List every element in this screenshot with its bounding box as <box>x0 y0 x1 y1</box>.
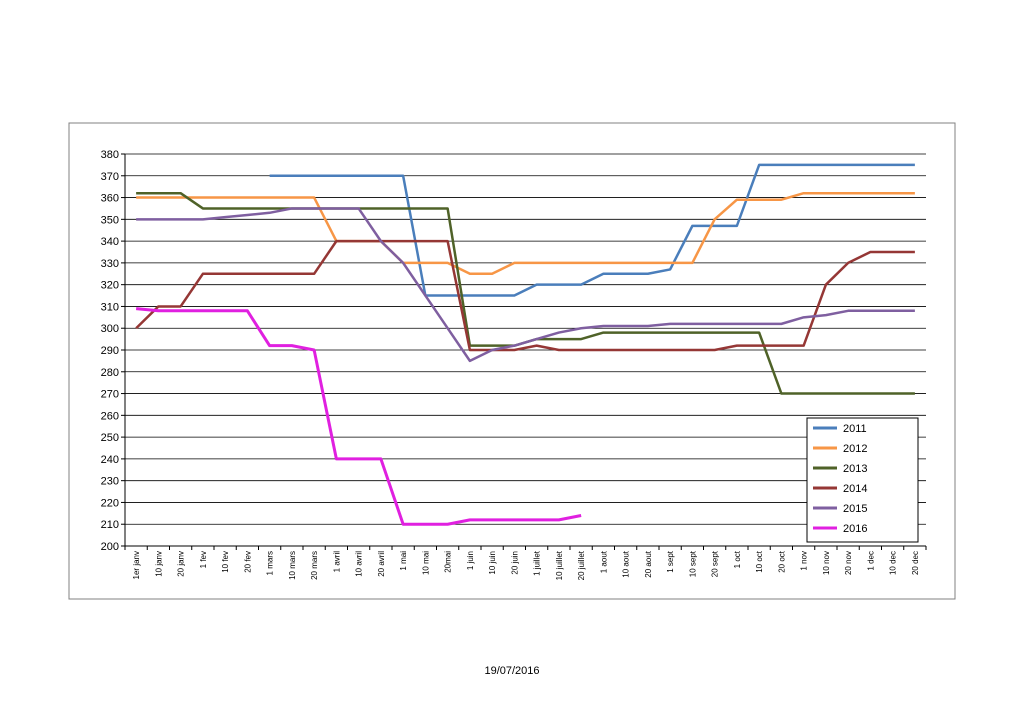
x-tick-label: 20 nov <box>844 551 853 575</box>
legend: 2011 2012 2013 2014 2015 2016 <box>806 417 919 543</box>
x-tick-label: 1 dec <box>866 551 875 571</box>
x-tick-label: 10 sept <box>688 550 697 577</box>
x-tick-label: 20 mars <box>310 551 319 580</box>
x-tick-label: 20 juillet <box>577 550 586 580</box>
series-line-2014 <box>135 239 915 352</box>
x-tick-label: 20 aout <box>644 550 653 577</box>
x-tick-label: 20mai <box>444 551 453 573</box>
y-tick-label: 280 <box>101 367 119 379</box>
legend-label: 2016 <box>843 523 867 535</box>
y-tick-label: 350 <box>101 214 119 226</box>
x-tick-label: 20 juin <box>510 551 519 575</box>
series-line-2016 <box>135 307 582 526</box>
x-tick-label: 20 avril <box>377 551 386 577</box>
x-tick-label: 10 fev <box>221 551 230 573</box>
axes <box>121 153 927 550</box>
y-tick-label: 290 <box>101 345 119 357</box>
x-tick-label: 20 oct <box>777 550 786 573</box>
series-line-2011 <box>269 163 915 297</box>
y-tick-label: 210 <box>101 519 119 531</box>
x-tick-label: 1 avril <box>332 551 341 573</box>
x-tick-label: 10 aout <box>622 550 631 577</box>
x-tick-label: 1 sept <box>666 550 675 573</box>
y-tick-label: 260 <box>101 410 119 422</box>
x-tick-label: 1 oct <box>733 550 742 568</box>
x-tick-label: 10 oct <box>755 550 764 573</box>
x-tick-label: 10 nov <box>822 551 831 575</box>
x-tick-label: 1 fev <box>199 551 208 568</box>
y-tick-label: 330 <box>101 258 119 270</box>
x-tick-label: 1er janv <box>132 551 141 579</box>
series-lines <box>135 163 915 526</box>
x-tick-label: 10 dec <box>889 551 898 575</box>
series-line-2012 <box>136 191 915 276</box>
y-tick-label: 320 <box>101 280 119 292</box>
y-tick-label: 250 <box>101 432 119 444</box>
x-tick-label: 10 janv <box>154 551 163 577</box>
x-tick-label: 20 fev <box>243 551 252 573</box>
y-tick-label: 240 <box>101 454 119 466</box>
y-tick-label: 370 <box>101 171 119 183</box>
y-tick-labels: 200 210 220 230 240 250 260 270 280 290 300 310 320 3… <box>101 149 119 553</box>
y-tick-label: 380 <box>101 149 119 161</box>
y-tick-label: 300 <box>101 323 119 335</box>
x-tick-label: 20 sept <box>711 550 720 577</box>
x-tick-label: 10 avril <box>355 551 364 577</box>
y-tick-label: 230 <box>101 476 119 488</box>
x-tick-label: 1 aout <box>599 550 608 573</box>
y-tick-label: 340 <box>101 236 119 248</box>
x-tick-label: 10 juin <box>488 551 497 575</box>
footer-date: 19/07/2016 <box>484 665 540 677</box>
y-tick-label: 360 <box>101 193 119 205</box>
x-tick-label: 10 mars <box>288 551 297 580</box>
y-tick-label: 270 <box>101 389 119 401</box>
y-tick-label: 220 <box>101 497 119 509</box>
x-tick-label: 1 mai <box>399 551 408 571</box>
legend-label: 2014 <box>843 483 867 495</box>
legend-box <box>806 417 919 543</box>
series-line-2015 <box>136 207 915 363</box>
x-tick-label: 1 nov <box>800 551 809 571</box>
legend-label: 2015 <box>843 503 867 515</box>
x-tick-label: 1 juillet <box>533 550 542 576</box>
x-tick-label: 1 juin <box>466 551 475 570</box>
legend-label: 2013 <box>843 463 867 475</box>
x-tick-labels: 1er janv 10 janv 20 janv 1 fev 10 fev 20 fev 1… <box>132 550 920 580</box>
x-tick-label: 1 mars <box>266 551 275 575</box>
y-tick-label: 310 <box>101 301 119 313</box>
legend-label: 2012 <box>843 443 867 455</box>
y-tick-label: 200 <box>101 541 119 553</box>
x-tick-label: 20 dec <box>911 551 920 575</box>
x-tick-label: 20 janv <box>177 551 186 577</box>
x-tick-label: 10 juillet <box>555 550 564 580</box>
legend-label: 2011 <box>843 423 867 435</box>
x-tick-label: 10 mai <box>421 551 430 575</box>
